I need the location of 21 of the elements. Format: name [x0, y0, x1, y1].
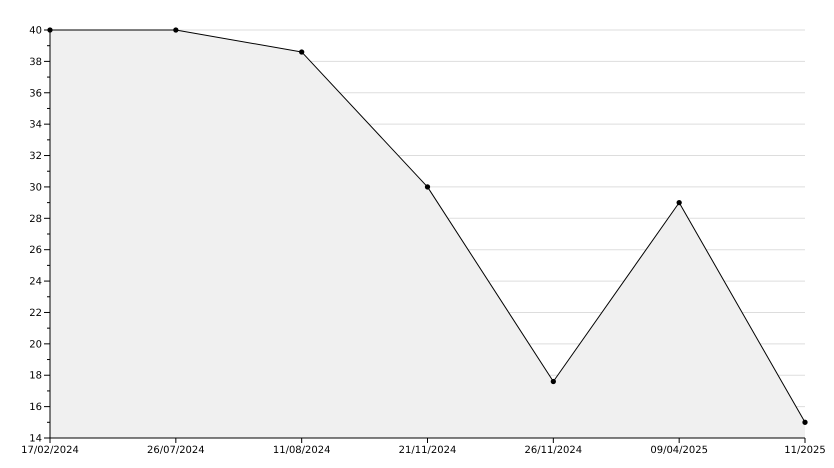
y-tick-label: 38	[29, 56, 42, 68]
y-tick-label: 40	[29, 26, 42, 36]
y-tick-label: 18	[29, 370, 42, 382]
x-tick-label: 26/07/2024	[147, 445, 205, 456]
y-tick-label: 36	[29, 88, 42, 100]
x-tick-label: 26/11/2024	[524, 445, 582, 456]
y-tick-label: 22	[29, 308, 42, 319]
y-tick-label: 26	[29, 245, 42, 256]
x-tick-label: 11/2025	[784, 445, 826, 456]
y-tick-label: 28	[29, 214, 42, 225]
y-tick-label: 24	[29, 276, 42, 288]
y-tick-label: 16	[29, 402, 42, 414]
x-tick-label: 21/11/2024	[398, 445, 456, 456]
x-tick-label: 17/02/2024	[21, 445, 79, 456]
y-tick-label: 14	[29, 434, 42, 444]
x-tick-label: 09/04/2025	[650, 445, 708, 456]
y-tick-label: 34	[29, 120, 42, 131]
x-tick-label: 11/08/2024	[272, 445, 330, 456]
y-tick-label: 30	[29, 182, 42, 194]
y-tick-label: 32	[29, 151, 42, 162]
y-tick-label: 20	[29, 339, 42, 350]
